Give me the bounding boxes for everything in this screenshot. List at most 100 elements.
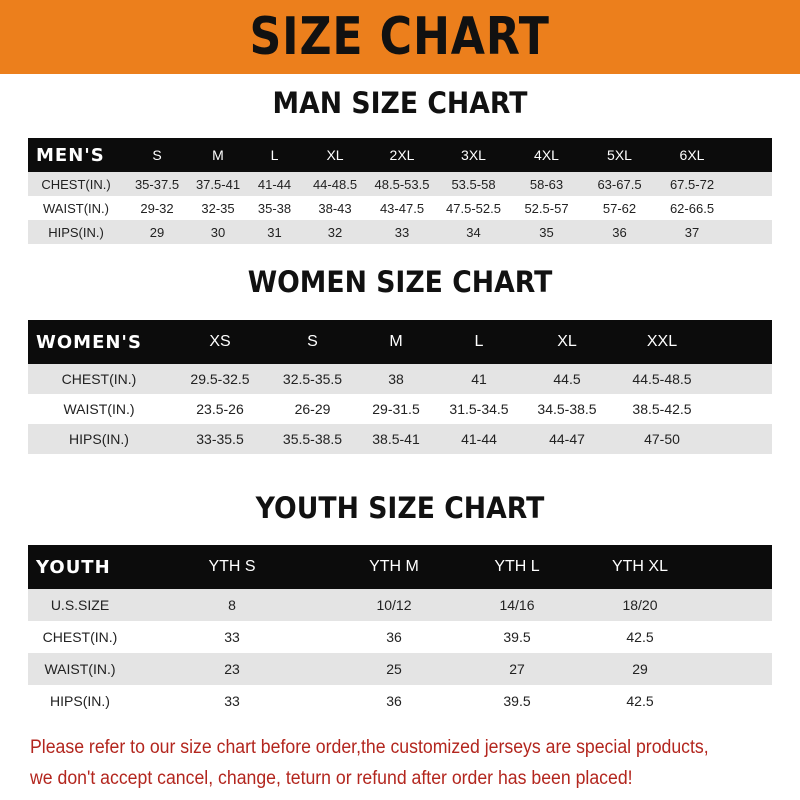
size-value: XL [326,147,344,163]
size-value: 29-31.5 [372,401,420,417]
size-value: 41-44 [257,176,292,192]
women-size-table: WOMEN'S XS S M L XL XXL CHEST(IN.) 29.5-32.5 32.5… [28,320,772,454]
row-label: HIPS(IN.) [50,693,110,709]
size-value: 63-67.5 [597,176,642,192]
size-value: L [474,333,484,350]
women-section-title: WOMEN SIZE CHART [247,265,553,299]
size-value: XXL [646,333,678,350]
size-value: 32-35 [201,200,235,216]
size-value: 39.5 [503,629,531,645]
row-label: WOMEN'S [36,331,142,353]
table-row: HIPS(IN.) 33 36 39.5 42.5 [28,685,772,717]
size-value: 33 [394,224,410,240]
size-value: 27 [509,661,525,677]
table-header-row: MEN'S S M L XL 2XL 3XL 4XL 5XL 6XL [28,138,772,172]
table-header-row: WOMEN'S XS S M L XL XXL [28,320,772,364]
size-value: 52.5-57 [524,200,569,216]
size-value: 43-47.5 [379,200,425,216]
size-value: L [270,147,279,163]
banner-title: SIZE CHART [249,7,551,67]
size-value: 47-50 [644,431,680,447]
size-value: 8 [228,597,236,613]
row-label: WAIST(IN.) [63,401,135,417]
size-value: M [389,333,403,350]
size-value: 33-35.5 [196,431,244,447]
row-label: WAIST(IN.) [44,661,116,677]
size-value: 44-47 [549,431,585,447]
table-row: HIPS(IN.) 33-35.5 35.5-38.5 38.5-41 41-44 44-… [28,424,772,454]
size-value: 33 [224,629,240,645]
table-row: U.S.SIZE 8 10/12 14/16 18/20 [28,589,772,621]
size-value: 38.5-41 [372,431,420,447]
row-label: HIPS(IN.) [48,224,104,240]
size-value: 36 [386,693,402,709]
size-value: 25 [386,661,402,677]
size-value: 47.5-52.5 [446,200,501,216]
youth-section-title: YOUTH SIZE CHART [255,491,545,525]
row-label: WAIST(IN.) [43,200,109,216]
men-size-table: MEN'S S M L XL 2XL 3XL 4XL 5XL 6XL CHEST(IN.) 35-37… [28,138,772,244]
size-value: 36 [386,629,402,645]
size-value: YTH S [208,558,256,575]
row-label: CHEST(IN.) [42,629,118,645]
youth-size-table: YOUTH YTH S YTH M YTH L YTH XL U.S.SIZE 8 10/12… [28,545,772,717]
size-value: 10/12 [376,597,412,613]
size-value: 23 [224,661,240,677]
size-value: 32.5-35.5 [282,371,343,387]
size-value: YTH XL [611,558,668,575]
size-value: 38 [388,371,404,387]
row-label: CHEST(IN.) [61,371,137,387]
table-row: CHEST(IN.) 29.5-32.5 32.5-35.5 38 41 44.5 44.5… [28,364,772,394]
size-value: 23.5-26 [196,401,244,417]
size-value: 29 [632,661,648,677]
size-value: XL [557,333,577,350]
size-value: YTH L [494,558,540,575]
row-label: U.S.SIZE [50,597,110,613]
size-value: 41 [471,371,487,387]
size-value: 38.5-42.5 [632,401,692,417]
size-value: 30 [210,224,226,240]
size-value: 57-62 [602,200,637,216]
size-value: 38-43 [318,200,352,216]
size-value: 14/16 [499,597,535,613]
table-row: HIPS(IN.) 29 30 31 32 33 34 35 36 37 [28,220,772,244]
table-row: WAIST(IN.) 23 25 27 29 [28,653,772,685]
notice-line-2: we don't accept cancel, change, teturn o… [30,768,633,789]
row-label: MEN'S [36,144,105,166]
size-value: 4XL [534,147,559,163]
row-label: CHEST(IN.) [41,176,111,192]
size-value: 44.5-48.5 [632,371,692,387]
table-row: WAIST(IN.) 23.5-26 26-29 29-31.5 31.5-34.5 34… [28,394,772,424]
table-row: CHEST(IN.) 33 36 39.5 42.5 [28,621,772,653]
size-value: 31.5-34.5 [449,401,509,417]
size-value: 18/20 [622,597,658,613]
size-value: 29.5-32.5 [190,371,250,387]
size-value: 26-29 [294,401,331,417]
size-value: 35-38 [257,200,292,216]
size-value: 31 [267,224,282,240]
size-value: 2XL [389,147,415,163]
size-value: 35 [539,224,554,240]
size-value: 48.5-53.5 [374,176,430,192]
size-value: 44-48.5 [312,176,358,192]
row-label: HIPS(IN.) [69,431,129,447]
size-value: 32 [327,224,343,240]
size-value: 58-63 [529,176,564,192]
size-value: 37.5-41 [195,176,241,192]
size-value: 62-66.5 [669,200,715,216]
size-value: 29-32 [140,200,174,216]
size-value: 33 [224,693,240,709]
size-value: 44.5 [553,371,581,387]
size-value: 6XL [679,147,705,163]
size-value: 42.5 [626,693,654,709]
size-value: S [152,147,162,163]
table-row: CHEST(IN.) 35-37.5 37.5-41 41-44 44-48.5 48.5… [28,172,772,196]
order-notice: Please refer to our size chart before or… [30,732,737,794]
size-value: 35.5-38.5 [282,431,343,447]
row-label: YOUTH [36,556,111,578]
size-value: YTH M [369,558,419,575]
size-value: M [212,147,224,163]
size-value: 41-44 [461,431,497,447]
notice-line-1: Please refer to our size chart before or… [30,737,709,758]
size-value: 5XL [607,147,632,163]
